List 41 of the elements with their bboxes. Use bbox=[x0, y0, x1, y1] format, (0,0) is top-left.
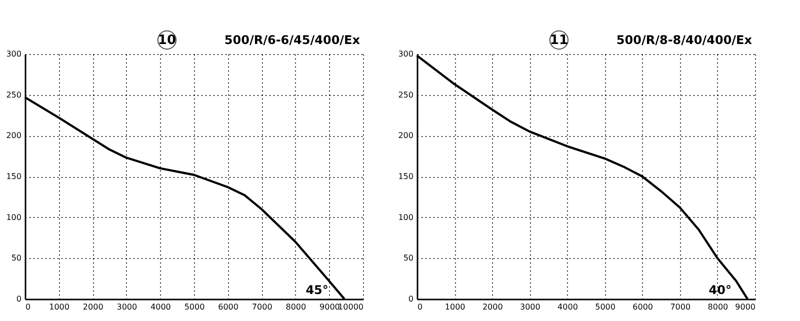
x-tick-label: 0 bbox=[418, 302, 423, 312]
x-tick-label: 2000 bbox=[82, 302, 104, 312]
y-tick-label: 0 bbox=[408, 294, 414, 304]
x-tick-label: 1000 bbox=[444, 302, 466, 312]
x-tick-label: 7000 bbox=[252, 302, 272, 312]
y-tick-label: 150 bbox=[6, 172, 22, 181]
y-tick-label: 150 bbox=[398, 172, 414, 181]
x-tick-label: 3000 bbox=[116, 302, 138, 312]
y-tick-label: 250 bbox=[398, 90, 414, 100]
x-tick-label: 0 bbox=[26, 302, 31, 312]
y-tick-label: 100 bbox=[6, 212, 22, 222]
x-tick-label: 10000 bbox=[338, 302, 364, 312]
x-tick-label: 8000 bbox=[286, 302, 306, 312]
x-tick-label: 9000 bbox=[320, 302, 340, 312]
chart-subtitle: 500/R/8-8/40/400/Ex bbox=[616, 33, 752, 47]
y-tick-label: 50 bbox=[403, 254, 414, 263]
annotation: 40° bbox=[708, 283, 732, 297]
x-tick-label: 3000 bbox=[520, 302, 540, 312]
y-tick-label: 0 bbox=[16, 294, 22, 304]
x-tick-label: 4000 bbox=[150, 302, 171, 312]
x-tick-label: 4000 bbox=[558, 302, 578, 312]
y-tick-label: 200 bbox=[6, 131, 22, 140]
y-tick-label: 50 bbox=[11, 254, 22, 263]
chart-subtitle: 500/R/6-6/45/400/Ex bbox=[224, 33, 360, 47]
x-tick-label: 5000 bbox=[184, 302, 205, 312]
x-tick-label: 2000 bbox=[482, 302, 503, 312]
y-tick-label: 300 bbox=[6, 50, 22, 58]
x-tick-label: 5000 bbox=[595, 302, 616, 312]
x-tick-label: 8000 bbox=[708, 302, 728, 312]
x-tick-label: 6000 bbox=[632, 302, 654, 312]
annotation: 45° bbox=[306, 283, 328, 297]
chart-title: 10 bbox=[158, 33, 176, 48]
chart-title: 11 bbox=[550, 33, 568, 48]
y-tick-label: 200 bbox=[398, 131, 414, 140]
x-tick-label: 6000 bbox=[218, 302, 238, 312]
x-tick-label: 1000 bbox=[49, 302, 70, 312]
x-tick-label: 9000 bbox=[735, 302, 756, 312]
x-tick-label: 7000 bbox=[670, 302, 691, 312]
y-tick-label: 100 bbox=[398, 212, 414, 222]
y-tick-label: 250 bbox=[6, 90, 22, 100]
y-tick-label: 300 bbox=[398, 50, 414, 58]
